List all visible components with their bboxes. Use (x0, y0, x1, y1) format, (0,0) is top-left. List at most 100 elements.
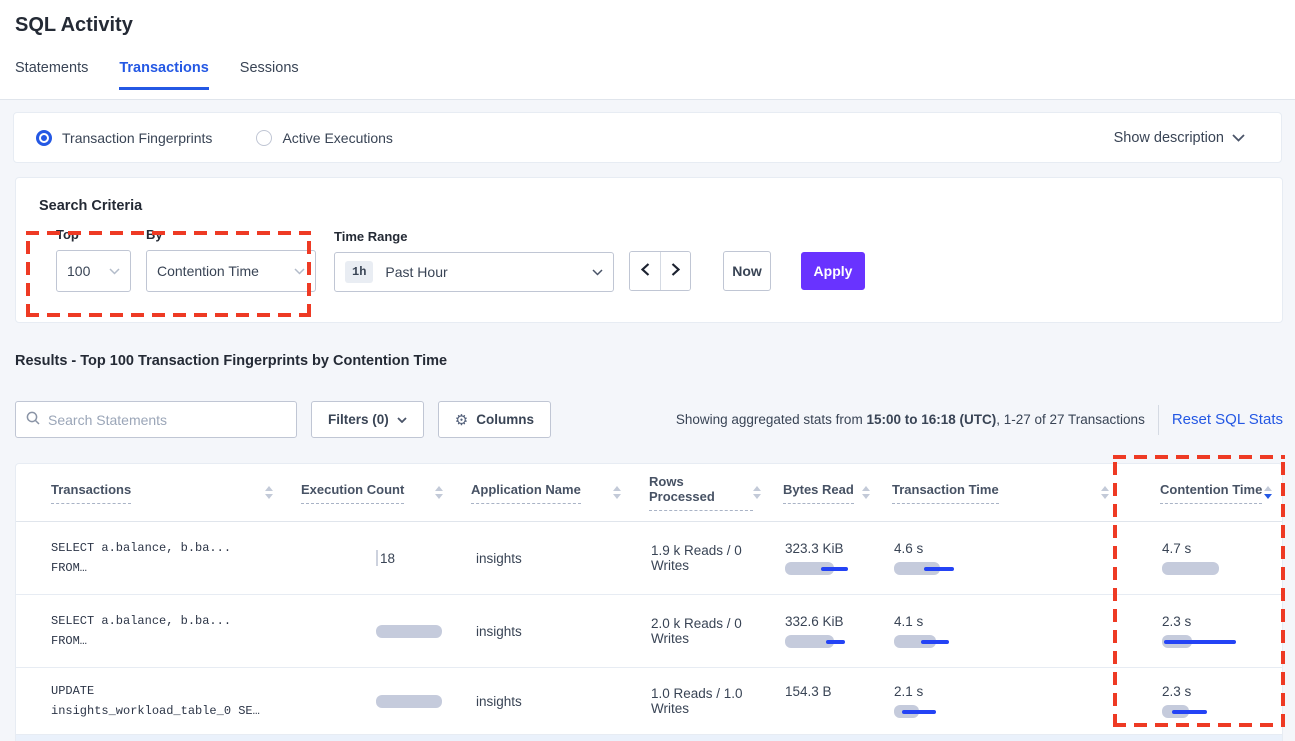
stats-group: Showing aggregated stats from 15:00 to 1… (676, 404, 1283, 435)
contention-time-bar (1162, 635, 1272, 648)
transaction-time-cell: 4.6 s (892, 522, 1137, 594)
column-header-label: Application Name (471, 482, 581, 504)
bytes-read-value: 154.3 B (785, 684, 832, 699)
bytes-read-bar (785, 705, 895, 718)
bar-mean (1162, 562, 1219, 575)
table-row: UPDATE insights_workload_table_0 SE… 2k ins… (16, 668, 1282, 735)
top-field: Top 100 (56, 227, 131, 292)
transaction-time-value: 4.1 s (894, 614, 924, 629)
bytes-read-bar (785, 562, 895, 575)
search-criteria-panel: Search Criteria Top 100 By Contention Ti… (15, 177, 1283, 323)
column-header-rows-processed[interactable]: Rows Processed (649, 474, 783, 511)
execution-count-bar (376, 623, 442, 639)
columns-label: Columns (476, 412, 534, 427)
sort-arrows-icon[interactable] (265, 486, 273, 499)
reset-sql-stats-link[interactable]: Reset SQL Stats (1171, 411, 1283, 428)
transaction-time-cell: 2.1 s (892, 668, 1137, 734)
tab-sessions[interactable]: Sessions (239, 60, 299, 76)
now-button[interactable]: Now (723, 251, 771, 291)
apply-button[interactable]: Apply (801, 252, 865, 290)
bar-tick (376, 550, 378, 566)
transaction-fingerprint-link[interactable]: UPDATE insights_workload_table_0 SE… (16, 668, 301, 734)
column-header-transaction-time[interactable]: Transaction Time (892, 482, 1137, 504)
top-select[interactable]: 100 (56, 250, 131, 292)
execution-count-bar (376, 693, 442, 709)
chevron-down-icon (1232, 133, 1245, 142)
radio-selected-icon (36, 129, 52, 146)
bytes-read-value: 323.3 KiB (785, 541, 844, 556)
chevron-down-icon (592, 268, 603, 276)
sort-asc-icon (753, 486, 761, 491)
sort-arrows-icon[interactable] (1101, 486, 1109, 499)
time-range-select[interactable]: 1h Past Hour (334, 252, 614, 292)
column-header-label: Bytes Read (783, 482, 854, 504)
bar-stddev-line (826, 639, 845, 644)
transaction-time-value: 2.1 s (894, 684, 924, 699)
sort-arrows-icon[interactable] (435, 486, 443, 499)
chevron-right-icon (671, 263, 681, 279)
bar-stddev-line (921, 639, 949, 644)
bytes-read-bar (785, 635, 895, 648)
column-header-label: Transaction Time (892, 482, 999, 504)
transaction-time-bar (894, 562, 1004, 575)
sort-arrows-icon[interactable] (1264, 486, 1272, 499)
bar-stddev-line (1172, 709, 1207, 714)
time-prev-button[interactable] (630, 252, 660, 290)
column-header-execution-count[interactable]: Execution Count (301, 482, 471, 504)
time-next-button[interactable] (660, 252, 690, 290)
sort-asc-icon (1101, 486, 1109, 491)
bar-mean (376, 624, 442, 638)
radio-label: Transaction Fingerprints (62, 129, 213, 146)
time-range-value: Past Hour (385, 264, 448, 280)
tab-transactions[interactable]: Transactions (119, 60, 209, 90)
execution-count-value: 18 (379, 550, 396, 566)
show-description-toggle[interactable]: Show description (1114, 130, 1245, 146)
transaction-sql-line1: UPDATE (51, 684, 95, 698)
sort-arrows-icon[interactable] (862, 486, 870, 499)
transaction-fingerprint-link[interactable]: SELECT a.balance, b.ba... FROM… (16, 522, 301, 594)
next-row-partial (16, 735, 1282, 741)
filters-button[interactable]: Filters (0) (311, 401, 424, 438)
radio-transaction-fingerprints[interactable]: Transaction Fingerprints (36, 129, 213, 146)
column-header-transactions[interactable]: Transactions (16, 482, 301, 504)
bar-mean (785, 635, 834, 648)
gear-icon: ⚙ (454, 411, 469, 429)
page-title: SQL Activity (15, 14, 133, 36)
view-toggle-bar: Transaction Fingerprints Active Executio… (13, 112, 1282, 163)
bytes-read-cell: 154.3 B (783, 668, 892, 734)
column-header-bytes-read[interactable]: Bytes Read (783, 482, 892, 504)
bar-mean (785, 562, 834, 575)
radio-active-executions[interactable]: Active Executions (256, 129, 393, 146)
bar-stddev-line (821, 566, 848, 571)
columns-button[interactable]: ⚙ Columns (437, 401, 551, 438)
stats-time-range: 15:00 to 16:18 (UTC) (866, 412, 997, 427)
column-header-contention-time[interactable]: Contention Time (1137, 482, 1282, 504)
by-field: By Contention Time (146, 227, 316, 292)
sort-asc-icon (265, 486, 273, 491)
tab-statements[interactable]: Statements (15, 60, 89, 76)
vertical-divider (1157, 404, 1159, 435)
sort-desc-icon (613, 494, 621, 499)
search-statements-input[interactable] (48, 411, 286, 428)
contention-time-bar (1162, 562, 1272, 575)
execution-count-bar (376, 550, 442, 566)
transaction-sql-line1: SELECT a.balance, b.ba... (51, 614, 232, 628)
sort-arrows-icon[interactable] (613, 486, 621, 499)
sort-desc-icon (1264, 494, 1272, 499)
transaction-fingerprint-link[interactable]: SELECT a.balance, b.ba... FROM… (16, 595, 301, 667)
sort-asc-icon (1264, 486, 1272, 491)
bar-mean (894, 635, 936, 648)
chevron-down-icon (397, 416, 407, 423)
sort-arrows-icon[interactable] (753, 486, 761, 499)
contention-time-cell: 2.3 s (1137, 595, 1282, 667)
top-value: 100 (67, 263, 91, 279)
transaction-sql-line2: FROM… (51, 561, 88, 575)
by-select[interactable]: Contention Time (146, 250, 316, 292)
bytes-read-cell: 332.6 KiB (783, 595, 892, 667)
transaction-time-bar (894, 635, 1004, 648)
transaction-sql-line2: FROM… (51, 634, 88, 648)
column-header-application-name[interactable]: Application Name (471, 482, 649, 504)
contention-time-cell: 2.3 s (1137, 668, 1282, 734)
contention-time-value: 2.3 s (1162, 614, 1192, 629)
results-heading: Results - Top 100 Transaction Fingerprin… (15, 353, 448, 369)
